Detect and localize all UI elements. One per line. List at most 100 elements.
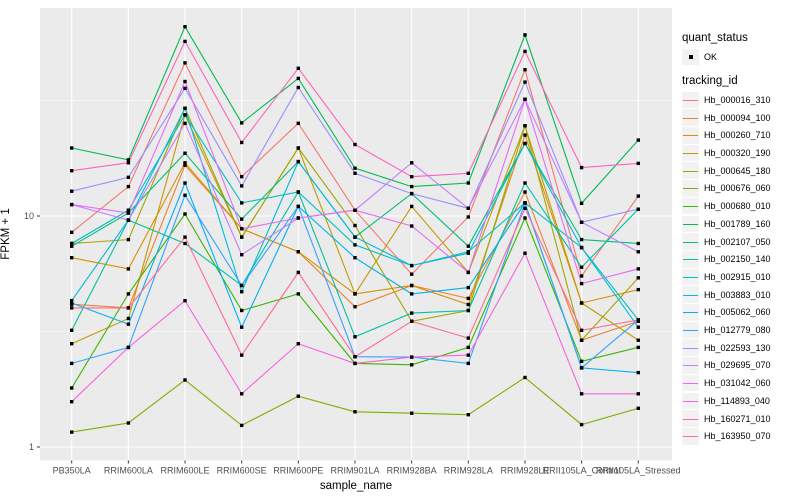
data-point: [636, 287, 640, 292]
legend-key-box: [682, 180, 699, 197]
legend-line-swatch: [683, 294, 698, 296]
data-point: [70, 328, 74, 332]
legend-entry-Hb_022593_130: Hb_022593_130: [682, 339, 771, 357]
data-point: [353, 142, 357, 147]
data-point: [183, 39, 187, 44]
data-point: [183, 79, 187, 84]
legend-line-swatch: [683, 223, 698, 225]
data-point: [636, 392, 640, 396]
legend-key-box: [682, 321, 699, 339]
legend-entry-Hb_000645_180: Hb_000645_180: [682, 162, 771, 180]
data-point: [353, 361, 357, 366]
data-point: [636, 338, 640, 342]
data-point: [579, 359, 584, 363]
data-point: [353, 335, 357, 339]
data-point: [466, 361, 470, 366]
data-point: [579, 265, 584, 269]
data-point: [353, 292, 357, 296]
legend-entry-Hb_003883_010: Hb_003883_010: [682, 286, 771, 303]
data-point: [466, 270, 470, 275]
data-point: [70, 189, 74, 193]
data-point: [70, 400, 74, 404]
data-point: [353, 166, 357, 170]
legend-line-swatch: [683, 188, 698, 190]
data-point: [523, 49, 527, 54]
data-point: [296, 121, 300, 125]
legend-line-swatch: [683, 99, 698, 101]
data-point: [296, 190, 300, 194]
data-point: [296, 159, 300, 164]
data-point: [410, 292, 414, 296]
data-point: [126, 322, 131, 326]
data-point: [296, 204, 300, 209]
data-point: [126, 345, 131, 350]
legend-key-box: [682, 339, 699, 357]
legend-label: Hb_029695_070: [704, 360, 771, 371]
data-point: [126, 292, 131, 296]
data-point: [636, 161, 640, 166]
data-point: [579, 281, 584, 286]
data-point: [296, 66, 300, 70]
legend-line-swatch: [683, 259, 698, 261]
data-point: [296, 270, 300, 275]
data-point: [636, 207, 640, 211]
legend-entry-Hb_002150_140: Hb_002150_140: [682, 250, 771, 268]
legend-label: Hb_000094_100: [704, 112, 771, 123]
legend-line-swatch: [683, 383, 698, 385]
data-point: [70, 430, 74, 434]
data-point: [466, 251, 470, 255]
data-point: [240, 217, 244, 221]
data-point: [466, 171, 470, 175]
x-axis-title: sample_name: [319, 480, 393, 492]
legend-line-swatch: [683, 312, 698, 314]
legend-key-box: [682, 127, 699, 144]
legend-entry-Hb_031042_060: Hb_031042_060: [682, 374, 771, 392]
data-point: [296, 292, 300, 296]
chart-panel: [40, 8, 672, 461]
data-point: [240, 184, 244, 188]
data-point: [636, 345, 640, 350]
data-point: [579, 301, 584, 305]
data-point: [296, 394, 300, 398]
legend-entry-Hb_029695_070: Hb_029695_070: [682, 357, 771, 374]
data-point: [353, 355, 357, 359]
data-point: [410, 175, 414, 179]
data-point: [126, 158, 131, 162]
legend-entry-Hb_163950_070: Hb_163950_070: [682, 427, 771, 445]
data-point: [296, 216, 300, 220]
data-point: [183, 121, 187, 125]
legend-key-box: [682, 250, 699, 268]
data-point: [579, 366, 584, 370]
data-point: [410, 355, 414, 359]
data-point: [296, 342, 300, 346]
data-point: [126, 421, 131, 425]
legend-label: Hb_001789_160: [704, 218, 771, 229]
data-point: [126, 184, 131, 189]
data-point: [353, 235, 357, 239]
data-point: [70, 230, 74, 234]
data-point: [523, 190, 527, 194]
data-point: [410, 204, 414, 209]
legend-line-swatch: [683, 347, 698, 349]
data-point: [70, 169, 74, 173]
data-point: [70, 202, 74, 207]
data-point: [296, 250, 300, 254]
data-point: [126, 175, 131, 179]
data-point: [183, 25, 187, 29]
data-point: [126, 306, 131, 310]
data-point: [636, 406, 640, 410]
legend-label: Hb_002915_010: [704, 271, 771, 282]
legend-entry-Hb_002915_010: Hb_002915_010: [682, 268, 771, 286]
data-point: [126, 161, 131, 165]
legend-line-swatch: [683, 418, 698, 420]
legend-key-box: [682, 268, 699, 286]
data-point: [466, 215, 470, 219]
data-point: [240, 308, 244, 313]
data-point: [353, 410, 357, 414]
data-point: [70, 386, 74, 390]
x-tick-label: RRIM928BA: [387, 466, 437, 476]
data-point: [70, 299, 74, 303]
data-point: [523, 375, 527, 380]
